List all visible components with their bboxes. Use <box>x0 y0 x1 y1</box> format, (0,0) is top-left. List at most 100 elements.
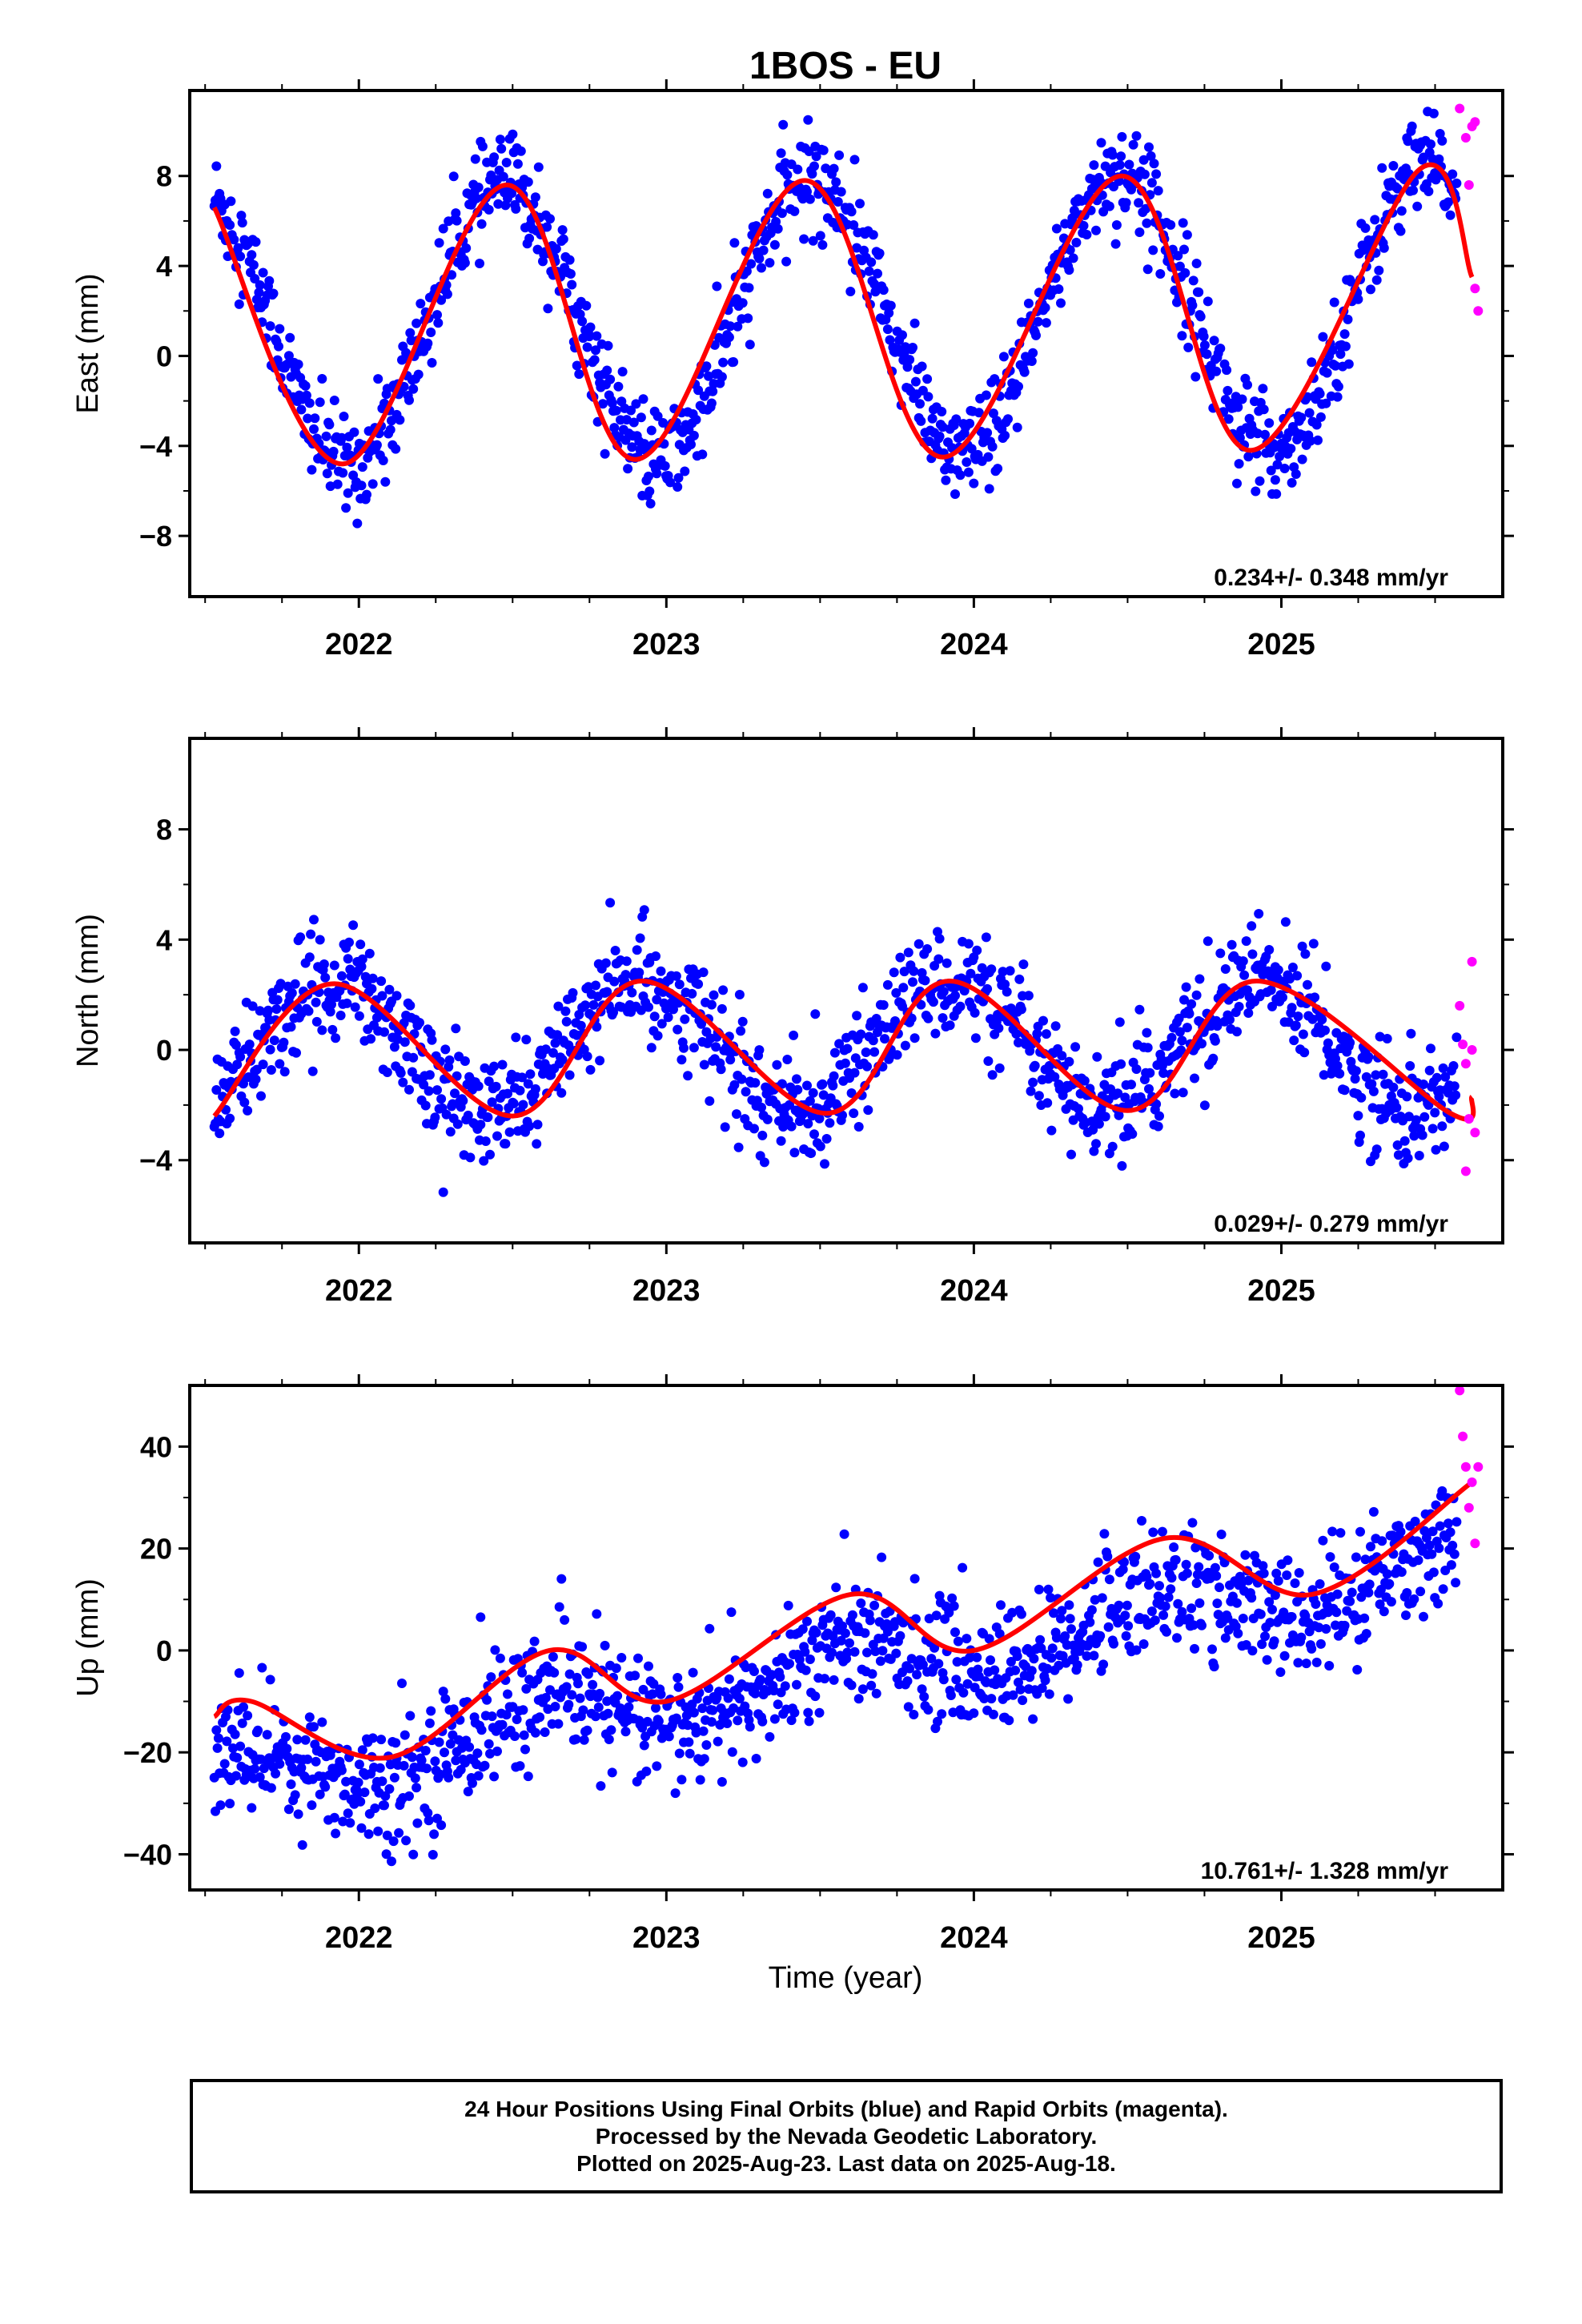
north-final-point <box>583 982 593 992</box>
east-final-point <box>226 196 236 207</box>
east-final-point <box>1296 412 1307 423</box>
north-final-point <box>757 1102 766 1112</box>
north-final-point <box>834 1039 845 1049</box>
east-rapid-point <box>1470 283 1480 294</box>
east-final-point <box>951 414 962 424</box>
north-final-point <box>1382 1034 1392 1043</box>
up-final-point <box>388 1836 399 1847</box>
east-final-point <box>523 177 533 187</box>
east-final-point <box>776 148 786 159</box>
up-final-point <box>1428 1567 1439 1578</box>
north-final-point <box>255 1006 265 1016</box>
north-final-point <box>327 1024 338 1035</box>
east-final-point <box>1091 225 1101 235</box>
east-final-point <box>1026 356 1037 366</box>
up-final-point <box>755 1675 765 1685</box>
up-final-point <box>422 1763 432 1774</box>
east-final-point <box>508 129 518 139</box>
east-y-tick-label: −4 <box>139 430 172 463</box>
up-final-point <box>595 1688 605 1699</box>
up-final-point <box>1151 1568 1162 1578</box>
east-final-point <box>1209 336 1219 346</box>
east-final-point <box>1078 220 1089 231</box>
up-final-point <box>891 1648 901 1659</box>
east-final-point <box>1144 142 1154 152</box>
north-final-point <box>1074 1104 1083 1114</box>
north-final-point <box>759 1157 769 1168</box>
up-final-point <box>620 1727 631 1737</box>
up-final-point <box>256 1754 266 1764</box>
up-final-point <box>1264 1597 1275 1607</box>
north-final-point <box>492 1131 502 1141</box>
up-final-point <box>412 1783 422 1793</box>
east-final-point <box>395 415 405 425</box>
north-final-point <box>663 1012 673 1023</box>
east-final-point <box>1346 276 1356 287</box>
north-final-point <box>778 1122 789 1132</box>
north-final-point <box>392 1034 403 1044</box>
north-final-point <box>683 1071 693 1081</box>
up-final-point <box>1131 1645 1142 1655</box>
north-final-point <box>1350 1074 1360 1084</box>
east-final-point <box>866 257 877 267</box>
north-final-point <box>1264 945 1275 955</box>
up-final-point <box>451 1755 461 1766</box>
north-final-point <box>503 1088 512 1099</box>
up-final-points <box>209 1486 1462 1867</box>
east-final-point <box>577 316 588 327</box>
east-final-point <box>1064 265 1074 275</box>
up-final-point <box>359 1787 370 1798</box>
north-rapid-point <box>1460 1059 1471 1069</box>
east-final-point <box>743 313 753 324</box>
north-final-point <box>977 963 987 973</box>
east-final-point <box>258 267 268 278</box>
up-final-point <box>1060 1631 1070 1641</box>
up-final-point <box>1034 1584 1044 1594</box>
east-final-point <box>1117 131 1127 142</box>
east-final-point <box>1067 213 1078 223</box>
east-final-point <box>1199 340 1210 350</box>
up-final-point <box>1279 1651 1290 1661</box>
up-final-point <box>1327 1526 1338 1537</box>
east-final-point <box>332 479 343 489</box>
north-final-point <box>718 985 729 995</box>
north-final-point <box>476 1120 486 1130</box>
north-final-point <box>869 1047 880 1057</box>
north-final-point <box>232 1059 243 1070</box>
east-final-point <box>1331 360 1340 371</box>
east-final-point <box>1291 469 1301 479</box>
north-final-point <box>1028 1077 1038 1088</box>
up-final-point <box>489 1771 500 1782</box>
east-final-point <box>416 299 426 309</box>
east-final-point <box>1107 150 1118 160</box>
up-final-point <box>785 1659 794 1669</box>
east-final-point <box>626 405 636 416</box>
up-final-point <box>1035 1634 1046 1645</box>
east-final-point <box>966 444 977 454</box>
east-final-point <box>1388 161 1399 171</box>
north-final-point <box>1430 1108 1440 1118</box>
east-final-point <box>324 420 335 430</box>
up-final-point <box>737 1757 748 1767</box>
east-final-point <box>993 464 1003 474</box>
up-final-point <box>1435 1521 1445 1531</box>
east-final-point <box>922 374 933 384</box>
up-final-point <box>380 1791 391 1801</box>
north-final-point <box>1297 941 1307 951</box>
north-rapid-point <box>1458 1039 1468 1050</box>
up-final-point <box>801 1665 811 1675</box>
up-final-point <box>715 1719 725 1730</box>
up-final-point <box>283 1804 294 1815</box>
up-final-point <box>367 1733 378 1743</box>
up-final-point <box>1427 1526 1438 1537</box>
north-final-point <box>463 1110 473 1120</box>
north-final-point <box>1443 1088 1453 1098</box>
up-final-point <box>616 1653 627 1663</box>
up-final-point <box>540 1727 550 1737</box>
up-final-point <box>307 1800 317 1811</box>
north-final-point <box>1113 1088 1123 1099</box>
north-final-point <box>1117 1160 1127 1171</box>
east-final-point <box>598 399 608 409</box>
east-final-point <box>729 357 739 367</box>
up-final-point <box>1102 1551 1113 1562</box>
